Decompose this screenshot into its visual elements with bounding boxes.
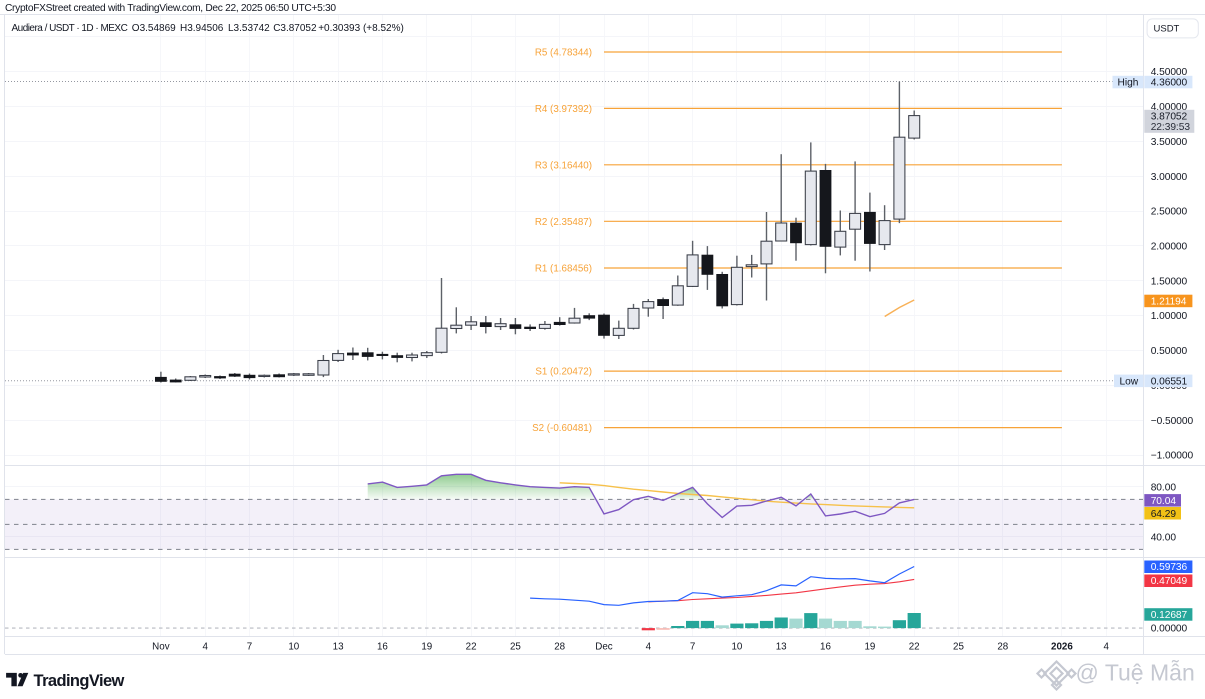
svg-text:−1.00000: −1.00000 <box>1151 451 1194 462</box>
svg-text:3.00000: 3.00000 <box>1151 172 1188 183</box>
svg-text:CryptoFXStreet created with Tr: CryptoFXStreet created with TradingView.… <box>5 3 336 14</box>
svg-text:4.50000: 4.50000 <box>1151 67 1188 78</box>
svg-text:64.29: 64.29 <box>1151 509 1177 520</box>
svg-text:0.59736: 0.59736 <box>1151 562 1188 573</box>
svg-text:4.00000: 4.00000 <box>1151 102 1188 113</box>
svg-text:USDT: USDT <box>1154 23 1180 34</box>
svg-text:0.12687: 0.12687 <box>1151 610 1188 621</box>
svg-text:Dec: Dec <box>595 642 613 653</box>
svg-text:R3 (3.16440): R3 (3.16440) <box>535 160 592 171</box>
svg-text:−0.50000: −0.50000 <box>1151 416 1194 427</box>
svg-text:4: 4 <box>646 642 652 653</box>
svg-text:13: 13 <box>776 642 787 653</box>
svg-text:19: 19 <box>864 642 875 653</box>
svg-text:10: 10 <box>731 642 742 653</box>
svg-text:4: 4 <box>1103 642 1109 653</box>
svg-text:R1 (1.68456): R1 (1.68456) <box>535 264 592 275</box>
svg-text:22: 22 <box>909 642 920 653</box>
svg-text:22:39:53: 22:39:53 <box>1151 122 1191 133</box>
svg-text:80.00: 80.00 <box>1151 482 1177 493</box>
svg-text:0.00000: 0.00000 <box>1151 624 1188 635</box>
svg-text:High: High <box>1118 78 1139 89</box>
svg-text:70.04: 70.04 <box>1151 496 1177 507</box>
svg-text:7: 7 <box>690 642 695 653</box>
svg-text:TradingView: TradingView <box>34 672 125 690</box>
svg-text:1.21194: 1.21194 <box>1151 296 1187 307</box>
svg-text:2.50000: 2.50000 <box>1151 207 1188 218</box>
svg-text:Audiera / USDT · 1D · MEXC: Audiera / USDT · 1D · MEXC <box>12 23 128 34</box>
svg-text:1.00000: 1.00000 <box>1151 311 1188 322</box>
svg-text:3.50000: 3.50000 <box>1151 137 1188 148</box>
svg-text:16: 16 <box>377 642 388 653</box>
svg-text:1.50000: 1.50000 <box>1151 276 1188 287</box>
svg-text:0.47049: 0.47049 <box>1151 576 1188 587</box>
svg-text:40.00: 40.00 <box>1151 532 1177 543</box>
svg-text:28: 28 <box>554 642 565 653</box>
svg-text:25: 25 <box>953 642 964 653</box>
svg-text:Nov: Nov <box>152 642 170 653</box>
svg-text:7: 7 <box>247 642 252 653</box>
svg-text:+0.30393 (+8.52%): +0.30393 (+8.52%) <box>318 23 404 34</box>
svg-text:L3.53742: L3.53742 <box>228 23 270 34</box>
svg-text:13: 13 <box>333 642 344 653</box>
svg-text:16: 16 <box>820 642 831 653</box>
svg-text:R4 (3.97392): R4 (3.97392) <box>535 104 592 115</box>
svg-text:3.87052: 3.87052 <box>1151 112 1188 123</box>
svg-text:4.36000: 4.36000 <box>1151 78 1188 89</box>
svg-text:O3.54869: O3.54869 <box>132 23 176 34</box>
svg-text:C3.87052: C3.87052 <box>273 23 317 34</box>
svg-text:S1 (0.20472): S1 (0.20472) <box>535 367 592 378</box>
svg-text:@ Tuệ Mẫn: @ Tuệ Mẫn <box>1076 660 1195 686</box>
svg-text:Low: Low <box>1119 376 1138 387</box>
svg-text:H3.94506: H3.94506 <box>180 23 224 34</box>
svg-text:R5 (4.78344): R5 (4.78344) <box>535 48 592 59</box>
svg-text:4: 4 <box>202 642 208 653</box>
svg-text:2.00000: 2.00000 <box>1151 242 1188 253</box>
svg-text:0.06551: 0.06551 <box>1151 376 1188 387</box>
svg-text:10: 10 <box>288 642 299 653</box>
svg-text:19: 19 <box>421 642 432 653</box>
svg-text:25: 25 <box>510 642 521 653</box>
svg-text:R2 (2.35487): R2 (2.35487) <box>535 217 592 228</box>
svg-text:0.50000: 0.50000 <box>1151 346 1188 357</box>
svg-text:S2 (-0.60481): S2 (-0.60481) <box>532 423 592 434</box>
svg-text:28: 28 <box>997 642 1008 653</box>
svg-text:2026: 2026 <box>1051 642 1073 653</box>
svg-text:22: 22 <box>466 642 477 653</box>
